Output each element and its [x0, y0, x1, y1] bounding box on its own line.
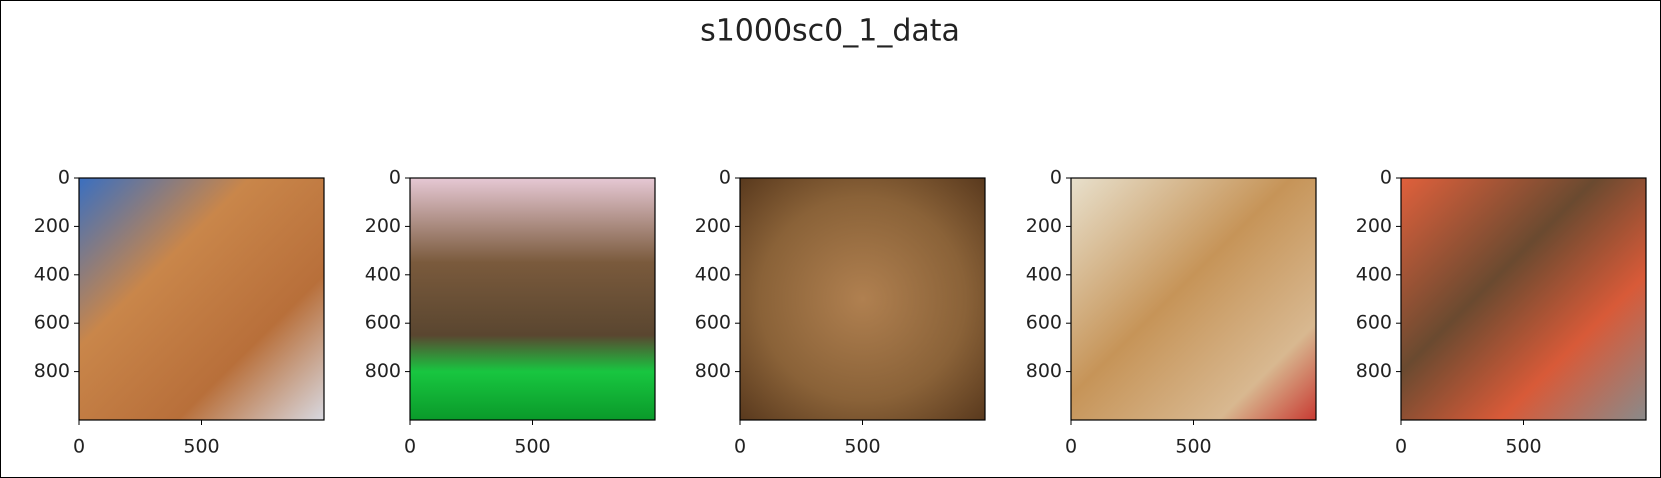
image	[410, 178, 655, 420]
y-tick-label: 400	[695, 263, 731, 285]
y-tick-label: 400	[1356, 263, 1392, 285]
y-tick-label: 0	[1050, 167, 1062, 189]
x-tick-label: 500	[1505, 436, 1541, 458]
figure-title: s1000sc0_1_data	[700, 14, 960, 49]
y-tick-label: 400	[34, 263, 70, 285]
y-tick-label: 800	[1356, 360, 1392, 382]
y-tick-label: 400	[365, 263, 401, 285]
y-tick-label: 800	[1026, 360, 1062, 382]
x-tick-label: 0	[1065, 436, 1077, 458]
x-tick-label: 0	[734, 436, 746, 458]
y-tick-label: 600	[695, 312, 731, 334]
x-tick-label: 0	[1395, 436, 1407, 458]
x-tick-label: 500	[514, 436, 550, 458]
y-tick-label: 400	[1026, 263, 1062, 285]
image	[1401, 178, 1646, 420]
y-tick-label: 800	[695, 360, 731, 382]
y-tick-label: 0	[1380, 167, 1392, 189]
y-tick-label: 200	[34, 215, 70, 237]
x-tick-label: 500	[183, 436, 219, 458]
y-tick-label: 600	[1026, 312, 1062, 334]
image	[740, 178, 985, 420]
y-tick-label: 200	[695, 215, 731, 237]
y-tick-label: 0	[719, 167, 731, 189]
y-tick-label: 600	[1356, 312, 1392, 334]
y-tick-label: 600	[34, 312, 70, 334]
x-tick-label: 500	[1175, 436, 1211, 458]
x-tick-label: 0	[404, 436, 416, 458]
x-tick-label: 0	[73, 436, 85, 458]
y-tick-label: 200	[365, 215, 401, 237]
y-tick-label: 200	[1026, 215, 1062, 237]
y-tick-label: 200	[1356, 215, 1392, 237]
image	[1071, 178, 1316, 420]
y-tick-label: 0	[389, 167, 401, 189]
y-tick-label: 0	[58, 167, 70, 189]
image	[79, 178, 324, 420]
y-tick-label: 600	[365, 312, 401, 334]
x-tick-label: 500	[844, 436, 880, 458]
y-tick-label: 800	[34, 360, 70, 382]
y-tick-label: 800	[365, 360, 401, 382]
